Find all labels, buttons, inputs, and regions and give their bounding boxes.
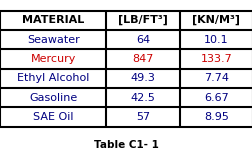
Text: MATERIAL: MATERIAL	[22, 15, 84, 25]
Text: 6.67: 6.67	[203, 93, 228, 103]
Text: SAE Oil: SAE Oil	[33, 112, 73, 122]
Text: Ethyl Alcohol: Ethyl Alcohol	[17, 73, 89, 83]
Text: 7.74: 7.74	[203, 73, 228, 83]
Text: 57: 57	[135, 112, 149, 122]
Text: 64: 64	[135, 35, 149, 45]
Text: 847: 847	[132, 54, 153, 64]
Text: 133.7: 133.7	[200, 54, 231, 64]
Text: [KN/M³]: [KN/M³]	[192, 15, 239, 25]
Bar	[0, 11, 252, 127]
Text: Mercury: Mercury	[30, 54, 76, 64]
Text: 42.5: 42.5	[130, 93, 155, 103]
Text: Gasoline: Gasoline	[29, 93, 77, 103]
Text: 10.1: 10.1	[203, 35, 228, 45]
Text: Table C1- 1: Table C1- 1	[94, 140, 158, 150]
Text: [LB/FT³]: [LB/FT³]	[117, 15, 167, 25]
Text: 49.3: 49.3	[130, 73, 155, 83]
Text: 8.95: 8.95	[203, 112, 228, 122]
Text: Seawater: Seawater	[27, 35, 79, 45]
